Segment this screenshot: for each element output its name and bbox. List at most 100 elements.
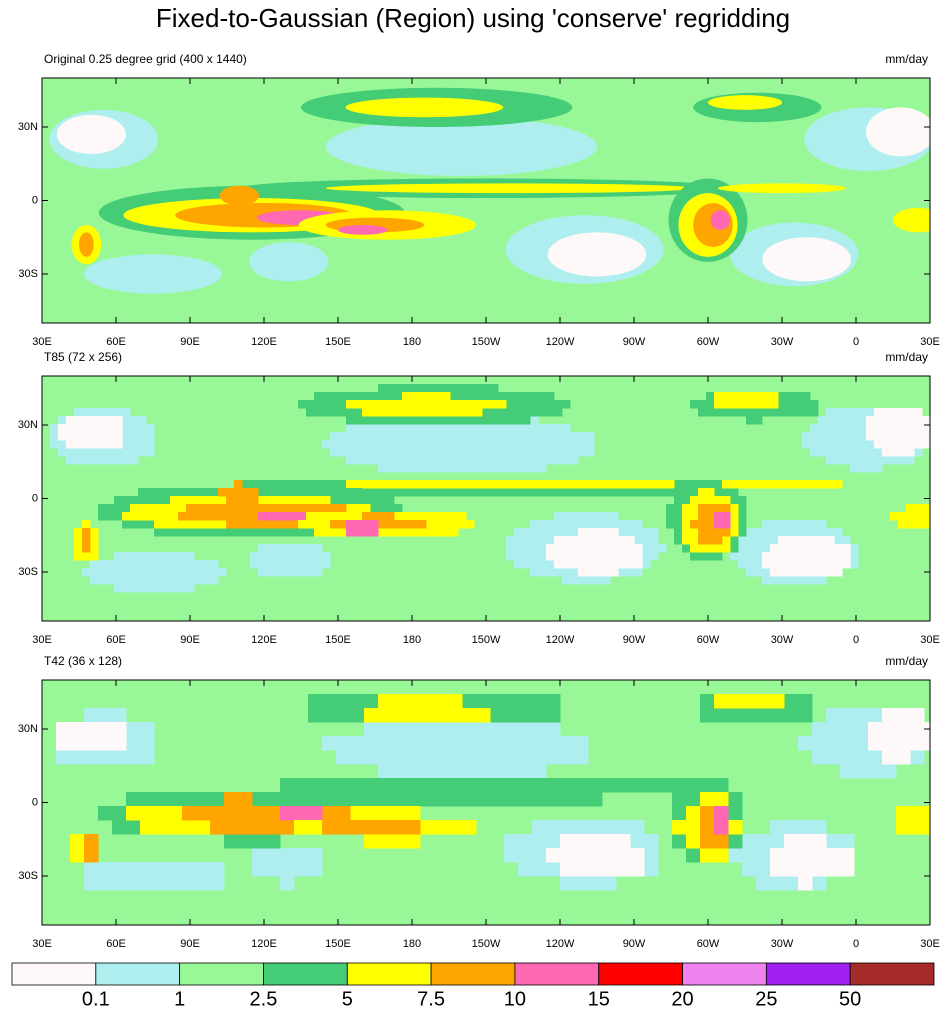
precip-cell (410, 528, 419, 537)
precip-cell (402, 512, 411, 521)
precip-cell (258, 504, 267, 513)
precip-cell (322, 440, 331, 449)
precip-cell (698, 504, 707, 513)
precip-cell (238, 834, 253, 849)
precip-cell (186, 576, 195, 585)
precip-cell (730, 488, 739, 497)
precip-cell (770, 408, 779, 417)
precip-cell (402, 400, 411, 409)
precip-cell (730, 392, 739, 401)
precip-cell (146, 568, 155, 577)
precip-cell (798, 708, 813, 723)
precip-cell (392, 750, 407, 765)
precip-region (762, 237, 852, 282)
precip-cell (562, 424, 571, 433)
precip-cell (840, 862, 855, 877)
precip-cell (186, 584, 195, 593)
precip-cell (314, 480, 323, 489)
precip-cell (706, 520, 715, 529)
precip-cell (674, 512, 683, 521)
precip-cell (322, 736, 337, 751)
precip-cell (578, 448, 587, 457)
precip-cell (754, 560, 763, 569)
precip-cell (794, 480, 803, 489)
precip-cell (448, 708, 463, 723)
precip-cell (504, 792, 519, 807)
precip-cell (850, 544, 859, 553)
precip-cell (418, 416, 427, 425)
precip-cell (362, 528, 371, 537)
precip-cell (242, 488, 251, 497)
colorbar-label: 50 (839, 988, 861, 1010)
x-tick-label: 30W (771, 336, 794, 348)
precip-cell (898, 440, 907, 449)
precip-cell (168, 792, 183, 807)
precip-cell (474, 408, 483, 417)
precip-cell (506, 416, 515, 425)
precip-cell (418, 520, 427, 529)
precip-cell (450, 448, 459, 457)
precip-cell (322, 512, 331, 521)
precip-cell (784, 848, 799, 863)
precip-cell (462, 694, 477, 709)
precip-cell (434, 416, 443, 425)
precip-cell (426, 520, 435, 529)
precip-cell (490, 750, 505, 765)
x-tick-label: 150W (472, 336, 501, 348)
precip-cell (196, 806, 211, 821)
precip-cell (170, 528, 179, 537)
precip-cell (882, 456, 891, 465)
x-tick-label: 60W (697, 634, 720, 646)
precip-cell (784, 820, 799, 835)
precip-cell (178, 512, 187, 521)
precip-cell (700, 820, 715, 835)
precip-cell (840, 848, 855, 863)
precip-cell (114, 456, 123, 465)
precip-cell (378, 778, 393, 793)
precip-cell (202, 528, 211, 537)
precip-cell (728, 806, 743, 821)
precip-cell (82, 416, 91, 425)
precip-cell (586, 448, 595, 457)
precip-cell (842, 440, 851, 449)
precip-cell (738, 496, 747, 505)
precip-cell (350, 820, 365, 835)
precip-cell (162, 528, 171, 537)
precip-cell (594, 480, 603, 489)
precip-cell (84, 834, 99, 849)
precip-cell (834, 440, 843, 449)
precip-cell (728, 820, 743, 835)
precip-cell (98, 560, 107, 569)
precip-cell (350, 778, 365, 793)
precip-cell (322, 400, 331, 409)
precip-cell (364, 778, 379, 793)
precip-cell (370, 528, 379, 537)
precip-cell (674, 496, 683, 505)
precip-cell (330, 392, 339, 401)
precip-cell (578, 432, 587, 441)
precip-cell (514, 448, 523, 457)
precip-cell (532, 694, 547, 709)
precip-cell (306, 408, 315, 417)
precip-cell (378, 496, 387, 505)
precip-cell (122, 496, 131, 505)
precip-cell (146, 448, 155, 457)
precip-cell (252, 806, 267, 821)
precip-cell (610, 528, 619, 537)
precip-cell (738, 560, 747, 569)
precip-cell (354, 512, 363, 521)
precip-cell (84, 848, 99, 863)
colorbar-label: 20 (671, 988, 693, 1010)
precip-cell (140, 750, 155, 765)
precip-cell (834, 552, 843, 561)
precip-cell (650, 536, 659, 545)
precip-cell (350, 806, 365, 821)
precip-cell (634, 552, 643, 561)
precip-cell (882, 432, 891, 441)
precip-cell (410, 408, 419, 417)
precip-cell (618, 544, 627, 553)
precip-cell (810, 576, 819, 585)
precip-cell (314, 512, 323, 521)
precip-cell (896, 722, 911, 737)
precip-cell (66, 456, 75, 465)
